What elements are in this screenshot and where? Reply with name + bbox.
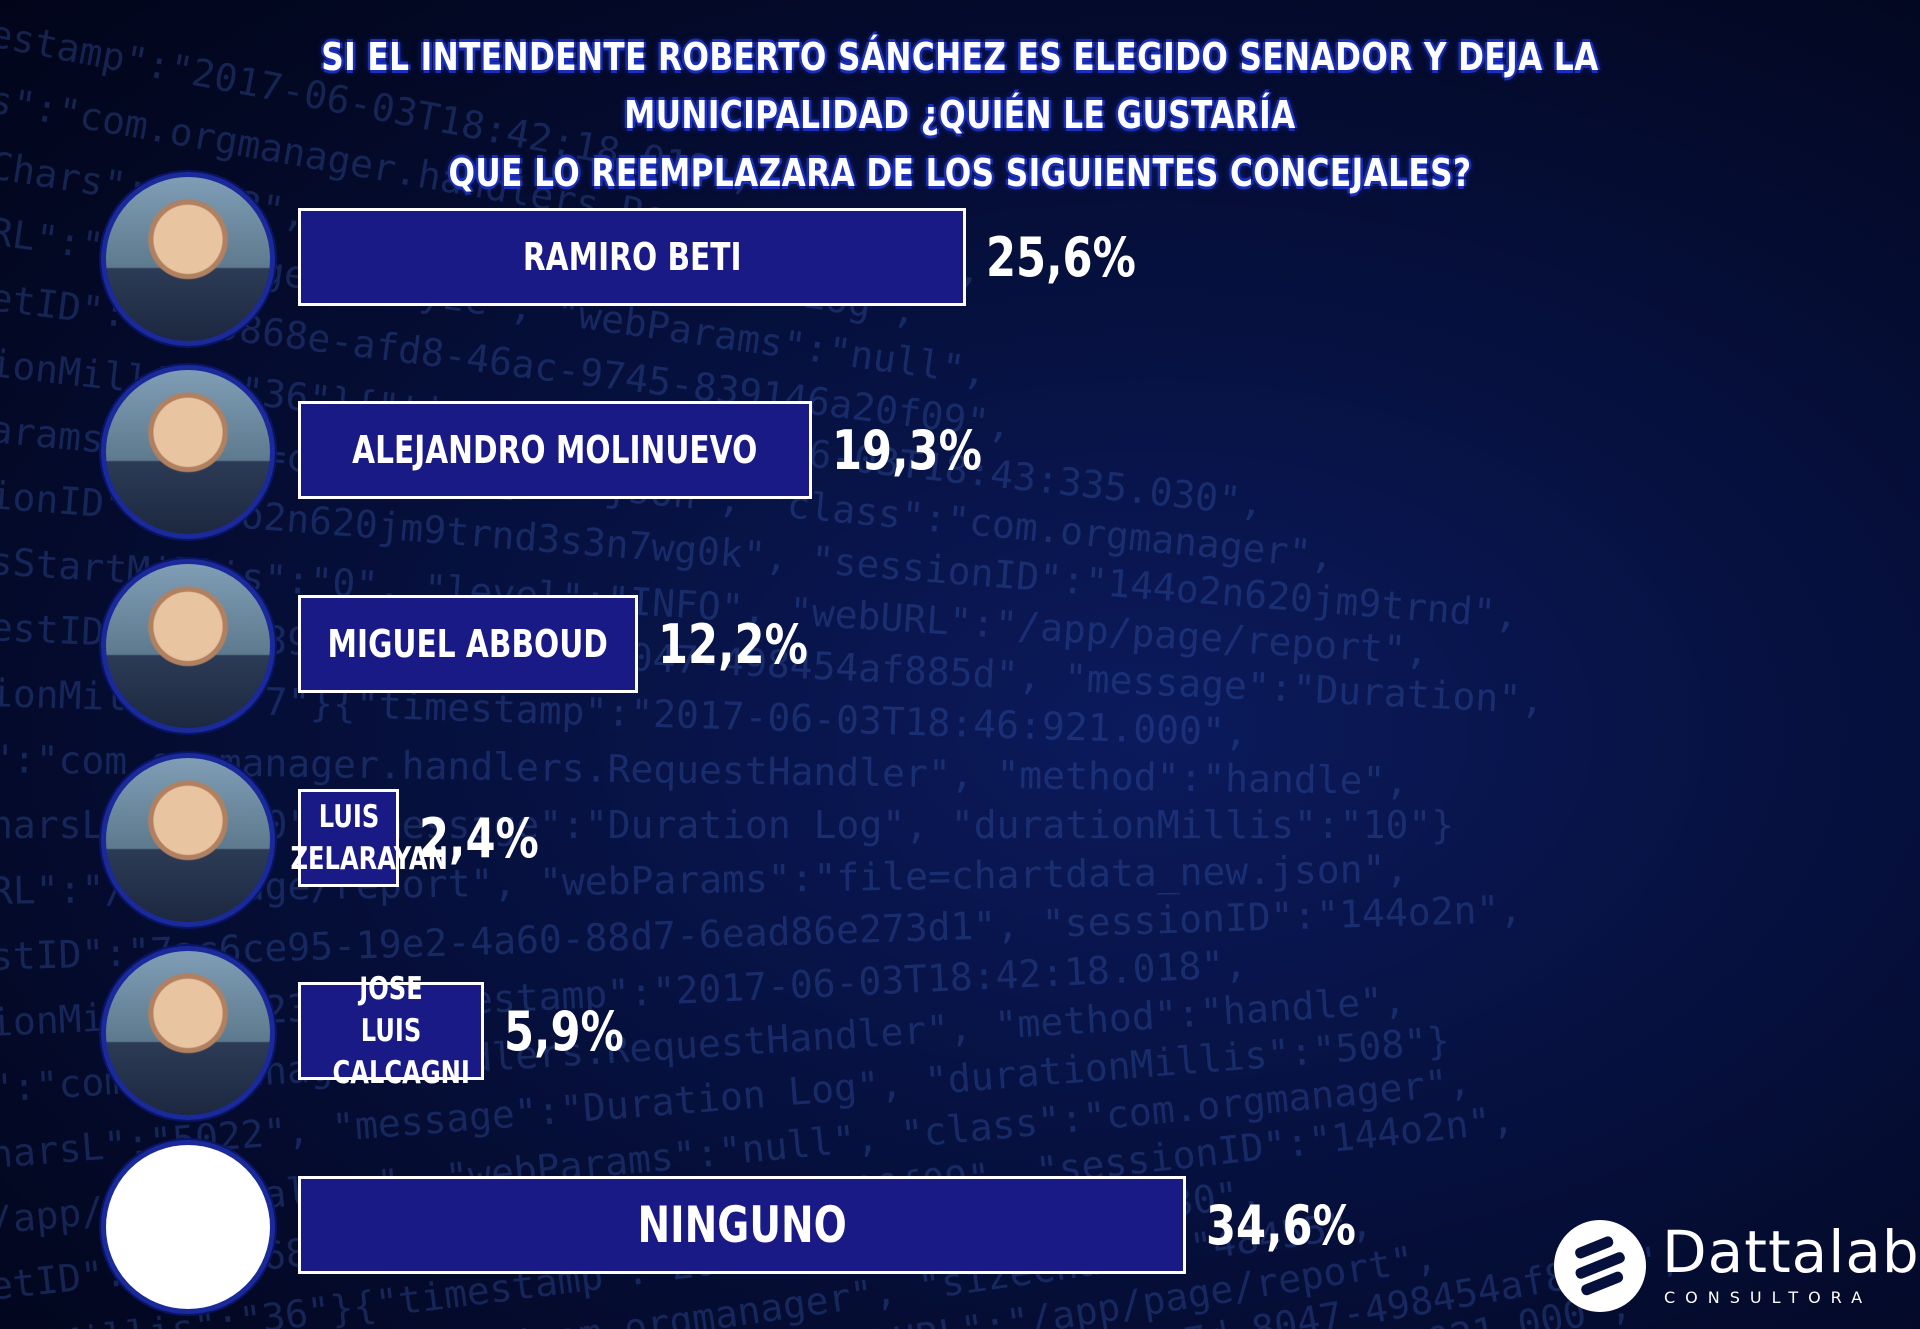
bar: NINGUNO [298, 1176, 1186, 1274]
bar-value-label: 2,4% [419, 806, 539, 870]
bar: ALEJANDRO MOLINUEVO [298, 401, 812, 499]
background-code-line: ":"com.orgmanager.handlers.RequestHandle… [0, 737, 1409, 804]
bar-category-label: JOSE LUIS CALCAGNI [332, 971, 470, 1091]
bar-value-label: 5,9% [504, 999, 624, 1063]
background-code-line: ionMillis":"7"}{"timestamp":"2017-06-03T… [0, 671, 1249, 755]
background-code-line: estID":"789d89cb-bfa8-4e7d-8047-498454af… [0, 605, 1546, 723]
candidate-photo [101, 559, 275, 733]
logo-name: Dattalab [1662, 1218, 1920, 1286]
candidate-photo [101, 365, 275, 539]
bar-category-label: LUIS ZELARAYAN [290, 799, 448, 877]
background-code-line: ":"com.orgmanager.handlers.RequestHandle… [0, 977, 1408, 1111]
candidate-photo [101, 1140, 275, 1314]
dattalab-logo: Dattalab CONSULTORA [1550, 1216, 1919, 1316]
bar: JOSE LUIS CALCAGNI [298, 971, 484, 1091]
bar-value-label: 19,3% [832, 418, 982, 482]
title-line-2: QUE LO REEMPLAZARA DE LOS SIGUIENTES CON… [448, 151, 1472, 195]
bar-category-label: RAMIRO BETI [522, 235, 742, 279]
bar-value-label: 12,2% [658, 612, 808, 676]
chart-title: SI EL INTENDENTE ROBERTO SÁNCHEZ ES ELEG… [222, 28, 1698, 202]
background-code-line: ionMillis":"23"}{"timestamp":"2017-06-03… [0, 941, 1248, 1045]
bar: RAMIRO BETI [298, 208, 966, 306]
bar-category-label: MIGUEL ABBOUD [327, 622, 609, 666]
bar-category-label: NINGUNO [637, 1196, 847, 1254]
bar-category-label: ALEJANDRO MOLINUEVO [352, 428, 758, 472]
candidate-photo [101, 753, 275, 927]
logo-subtitle: CONSULTORA [1664, 1288, 1873, 1307]
candidate-photo [101, 946, 275, 1120]
dattalab-logo-icon [1554, 1220, 1646, 1312]
title-line-1: SI EL INTENDENTE ROBERTO SÁNCHEZ ES ELEG… [321, 35, 1599, 137]
bar-value-label: 25,6% [986, 225, 1136, 289]
background-code-line: sStartMillis":"0", "level":"INFO", "webU… [0, 539, 1430, 674]
bar-value-label: 34,6% [1206, 1193, 1356, 1257]
background-code-line: harsL":"5022", "message":"Duration Log",… [0, 1018, 1452, 1177]
bar: MIGUEL ABBOUD [298, 595, 638, 693]
background-code-line: RL":"/app/page/report", "webParams":"fil… [0, 846, 1409, 913]
bar: LUIS ZELARAYAN [290, 789, 447, 887]
background-code-line: harsL":"10190", "message":"Duration Log"… [0, 803, 1455, 847]
background-code-line: stID":"7ac6ce95-19e2-4a60-88d7-6ead86e27… [0, 886, 1523, 979]
candidate-photo [101, 172, 275, 346]
